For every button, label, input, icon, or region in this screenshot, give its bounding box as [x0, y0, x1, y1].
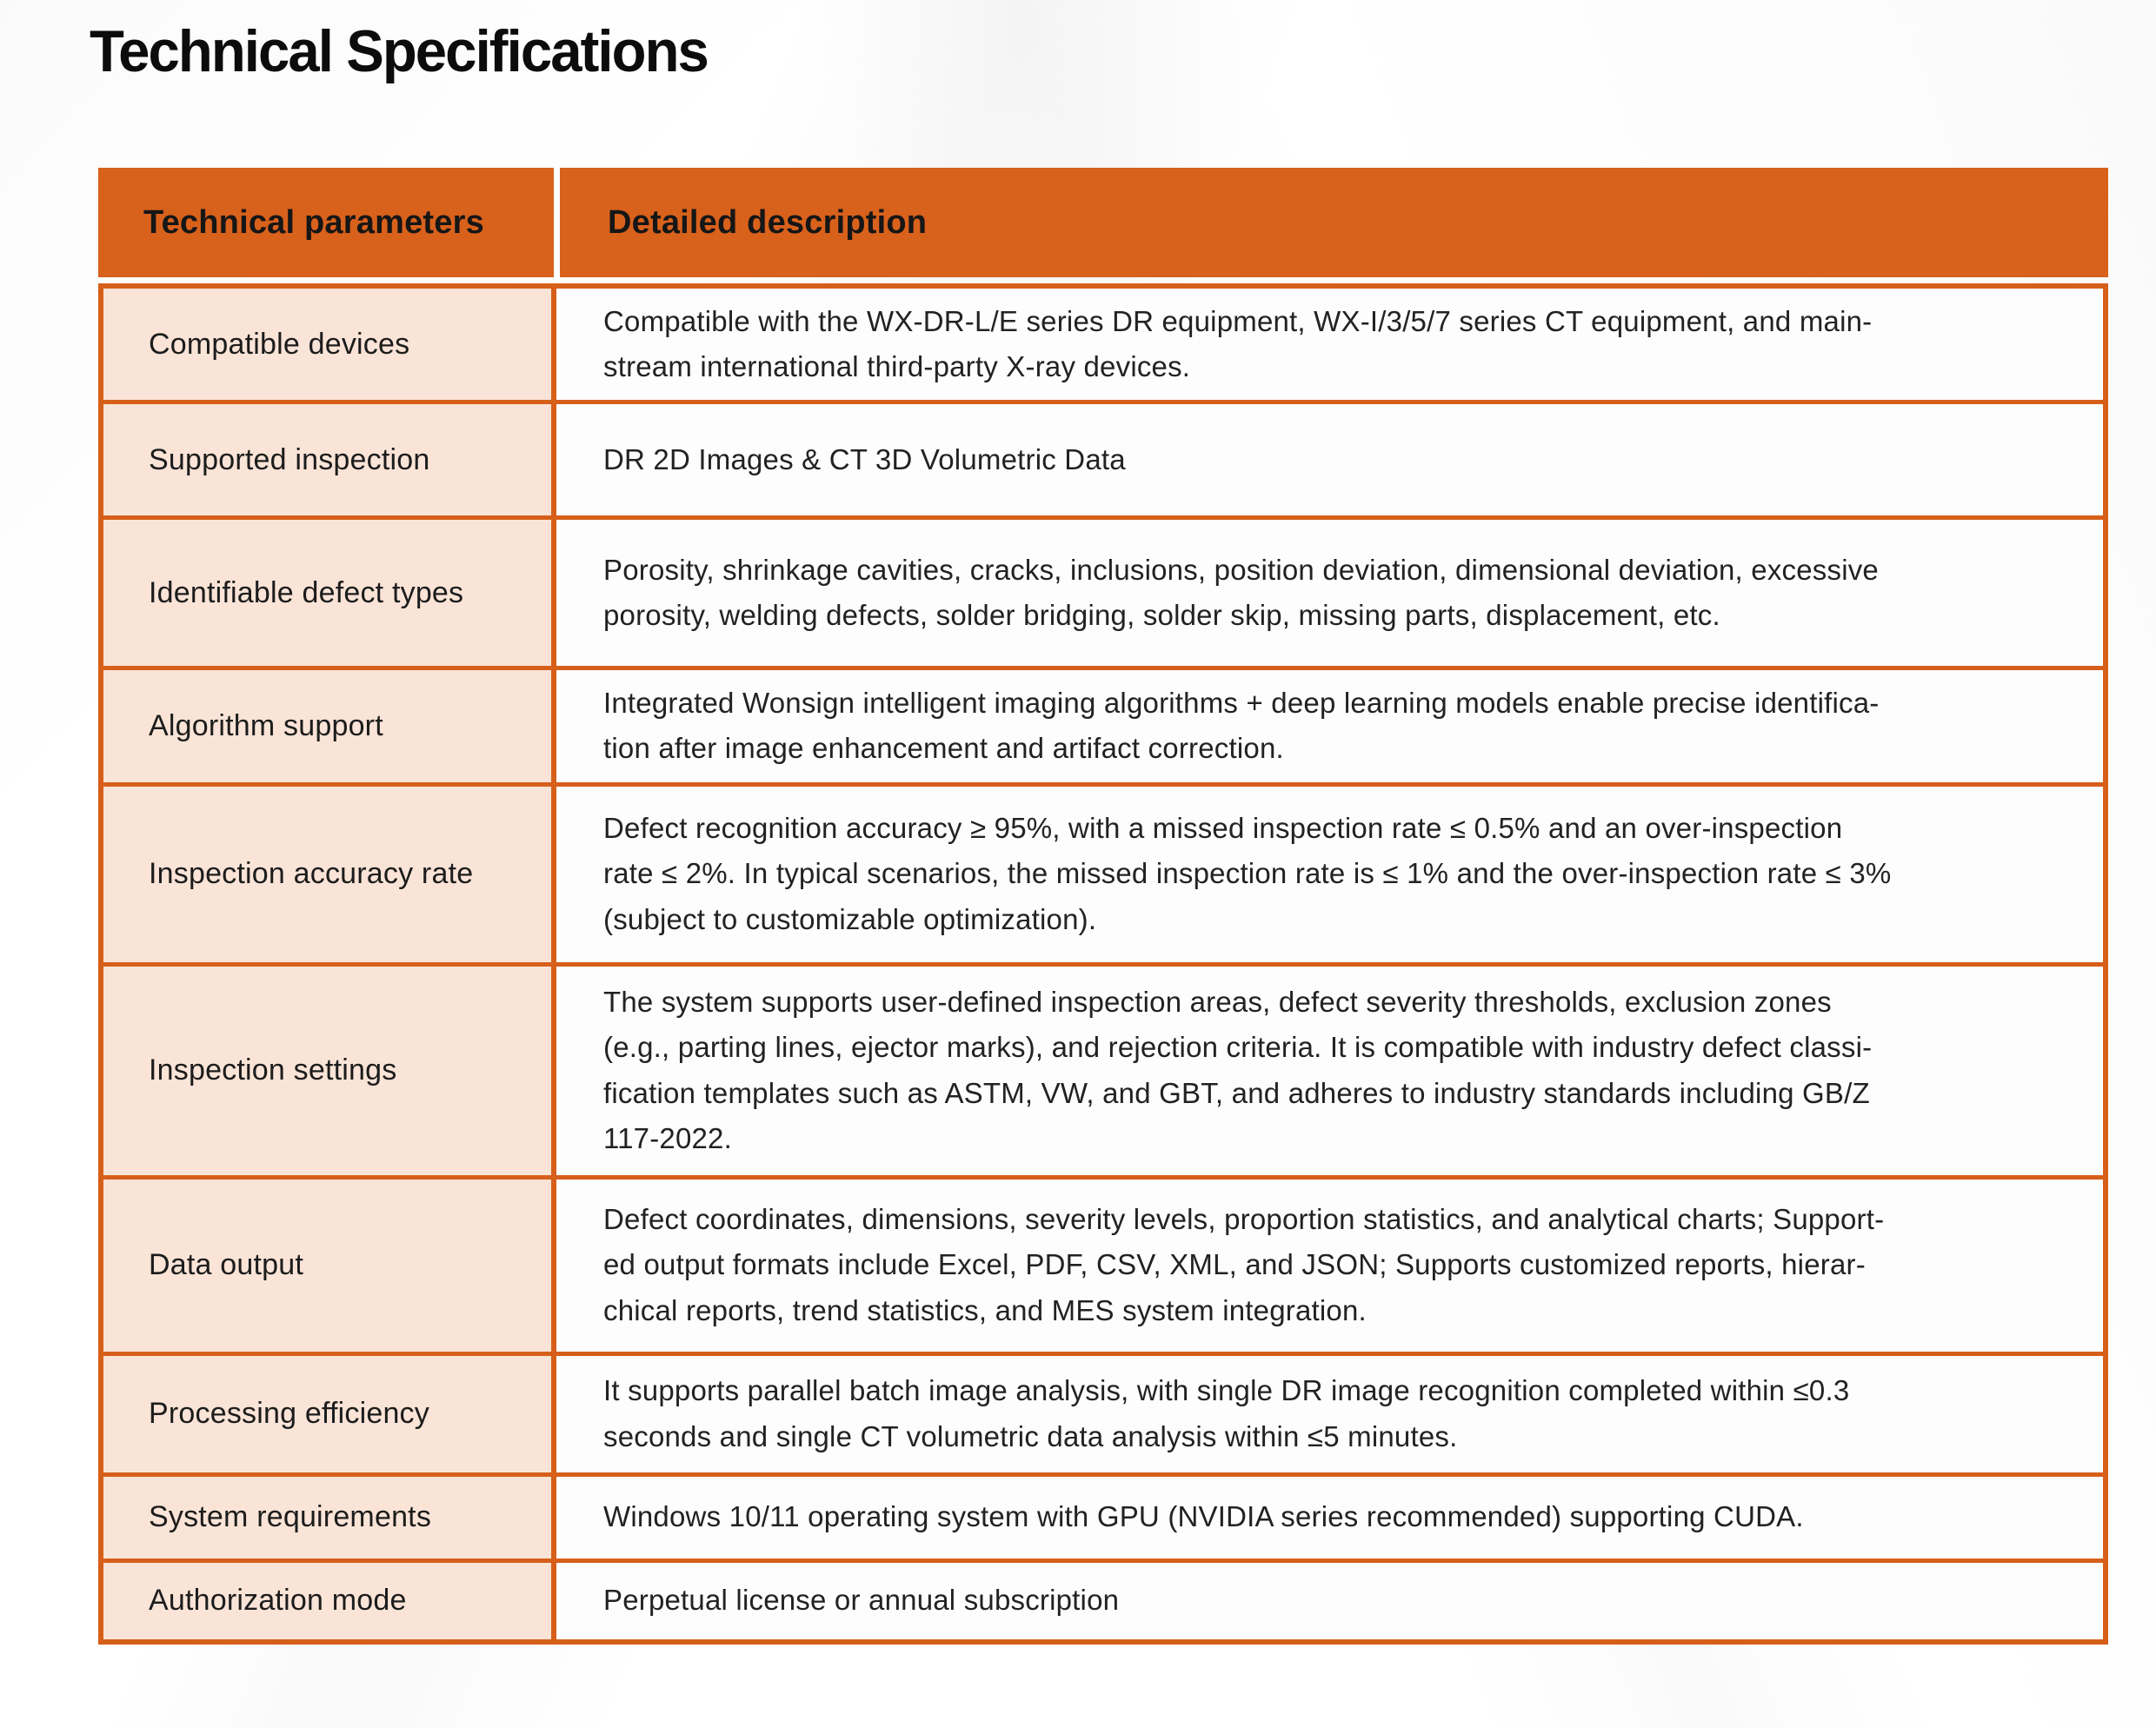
header-cell-technical-parameters: Technical parameters [98, 168, 554, 277]
desc-cell: Perpetual license or annual subscription [556, 1562, 2103, 1639]
table-row: Processing efficiency It supports paralle… [103, 1351, 2103, 1472]
desc-cell: The system supports user-defined inspect… [556, 966, 2103, 1175]
param-cell: Algorithm support [103, 670, 556, 782]
table-row: Inspection accuracy rate Defect recogniti… [103, 781, 2103, 962]
param-cell: System requirements [103, 1476, 556, 1559]
desc-cell: Integrated Wonsign intelligent imaging a… [556, 670, 2103, 782]
table-row: Identifiable defect types Porosity, shrin… [103, 515, 2103, 667]
table-header-row: Technical parameters Detailed descriptio… [98, 168, 2108, 277]
page-title: Technical Specifications [90, 18, 709, 84]
technical-specifications-table: Technical parameters Detailed descriptio… [98, 168, 2108, 1645]
table-row: Inspection settings The system supports u… [103, 961, 2103, 1175]
desc-cell: Defect coordinates, dimensions, severity… [556, 1179, 2103, 1352]
table-row: Compatible devices Compatible with the WX… [103, 289, 2103, 401]
param-cell: Inspection settings [103, 966, 556, 1175]
param-cell: Identifiable defect types [103, 520, 556, 667]
desc-cell: Defect recognition accuracy ≥ 95%, with … [556, 786, 2103, 962]
desc-cell: It supports parallel batch image analysi… [556, 1355, 2103, 1472]
desc-cell: Porosity, shrinkage cavities, cracks, in… [556, 520, 2103, 667]
table-row: Authorization mode Perpetual license or a… [103, 1558, 2103, 1639]
desc-cell: Compatible with the WX-DR-L/E series DR … [556, 289, 2103, 401]
desc-cell: DR 2D Images & CT 3D Volumetric Data [556, 404, 2103, 516]
table-row: System requirements Windows 10/11 operati… [103, 1472, 2103, 1559]
param-cell: Inspection accuracy rate [103, 786, 556, 962]
desc-cell: Windows 10/11 operating system with GPU … [556, 1476, 2103, 1559]
param-cell: Authorization mode [103, 1562, 556, 1639]
header-cell-detailed-description: Detailed description [560, 168, 2108, 277]
param-cell: Supported inspection [103, 404, 556, 516]
param-cell: Data output [103, 1179, 556, 1352]
param-cell: Processing efficiency [103, 1355, 556, 1472]
table-row: Algorithm support Integrated Wonsign inte… [103, 666, 2103, 782]
table-body: Compatible devices Compatible with the WX… [98, 283, 2108, 1645]
param-cell: Compatible devices [103, 289, 556, 401]
table-row: Supported inspection DR 2D Images & CT 3D… [103, 400, 2103, 516]
table-row: Data output Defect coordinates, dimension… [103, 1174, 2103, 1352]
